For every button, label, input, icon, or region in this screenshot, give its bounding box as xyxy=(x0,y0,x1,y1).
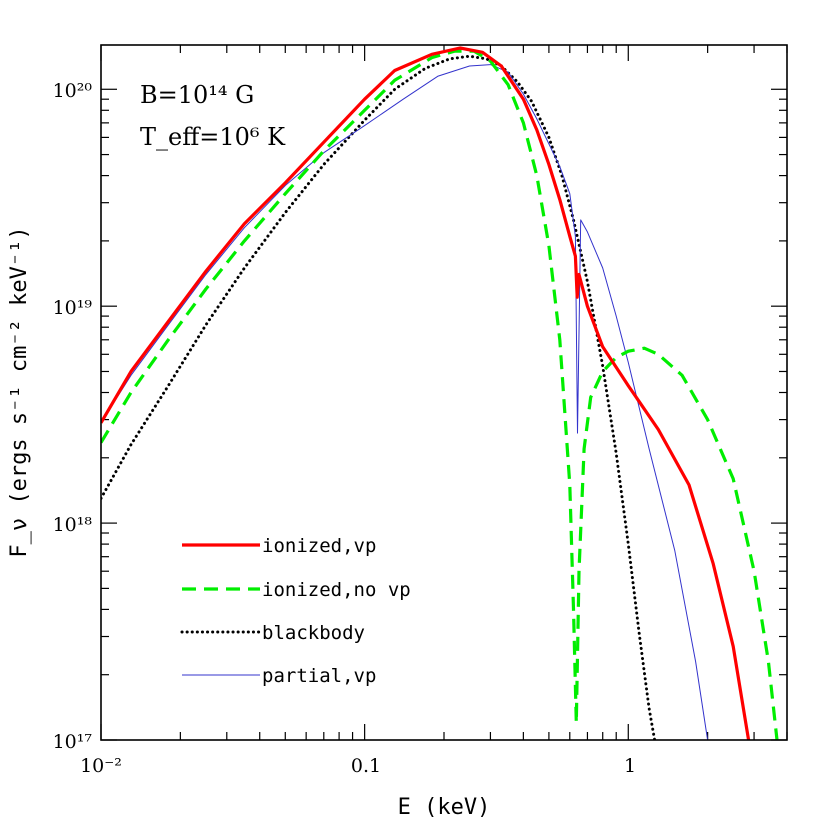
series-line-ionized-no-vp xyxy=(101,49,779,740)
legend: ionized,vp ionized,no vp blackbody parti… xyxy=(180,535,411,687)
series-layer xyxy=(101,46,779,740)
series-line-partial-vp xyxy=(101,64,709,740)
x-tick-label-0.1: 0.1 xyxy=(351,755,381,777)
y-axis-label: F_ν (ergs s⁻¹ cm⁻² keV⁻¹) xyxy=(7,226,32,557)
x-axis-label: E (keV) xyxy=(398,795,491,820)
y-tick-label-1e18: 10¹⁸ xyxy=(53,514,93,536)
y-tick-label-1e17: 10¹⁷ xyxy=(53,731,93,753)
y-tick-label-1e20: 10²⁰ xyxy=(53,80,93,102)
legend-label-partial-vp: partial,vp xyxy=(262,665,376,687)
y-tick-label-1e19: 10¹⁹ xyxy=(53,297,93,319)
x-tick-label-0.01: 10⁻² xyxy=(80,755,122,777)
legend-label-ionized-vp: ionized,vp xyxy=(262,535,376,557)
minor-ticks xyxy=(101,45,788,740)
legend-label-blackbody: blackbody xyxy=(262,622,365,644)
series-line-ionized-vp xyxy=(101,46,751,740)
x-tick-label-1: 1 xyxy=(624,755,636,777)
plot-frame xyxy=(100,44,788,741)
annotation-magnetic-field: B=10¹⁴ G xyxy=(140,81,254,109)
legend-label-ionized-no-vp: ionized,no vp xyxy=(262,579,411,601)
annotation-temperature: T_eff=10⁶ K xyxy=(140,123,286,151)
